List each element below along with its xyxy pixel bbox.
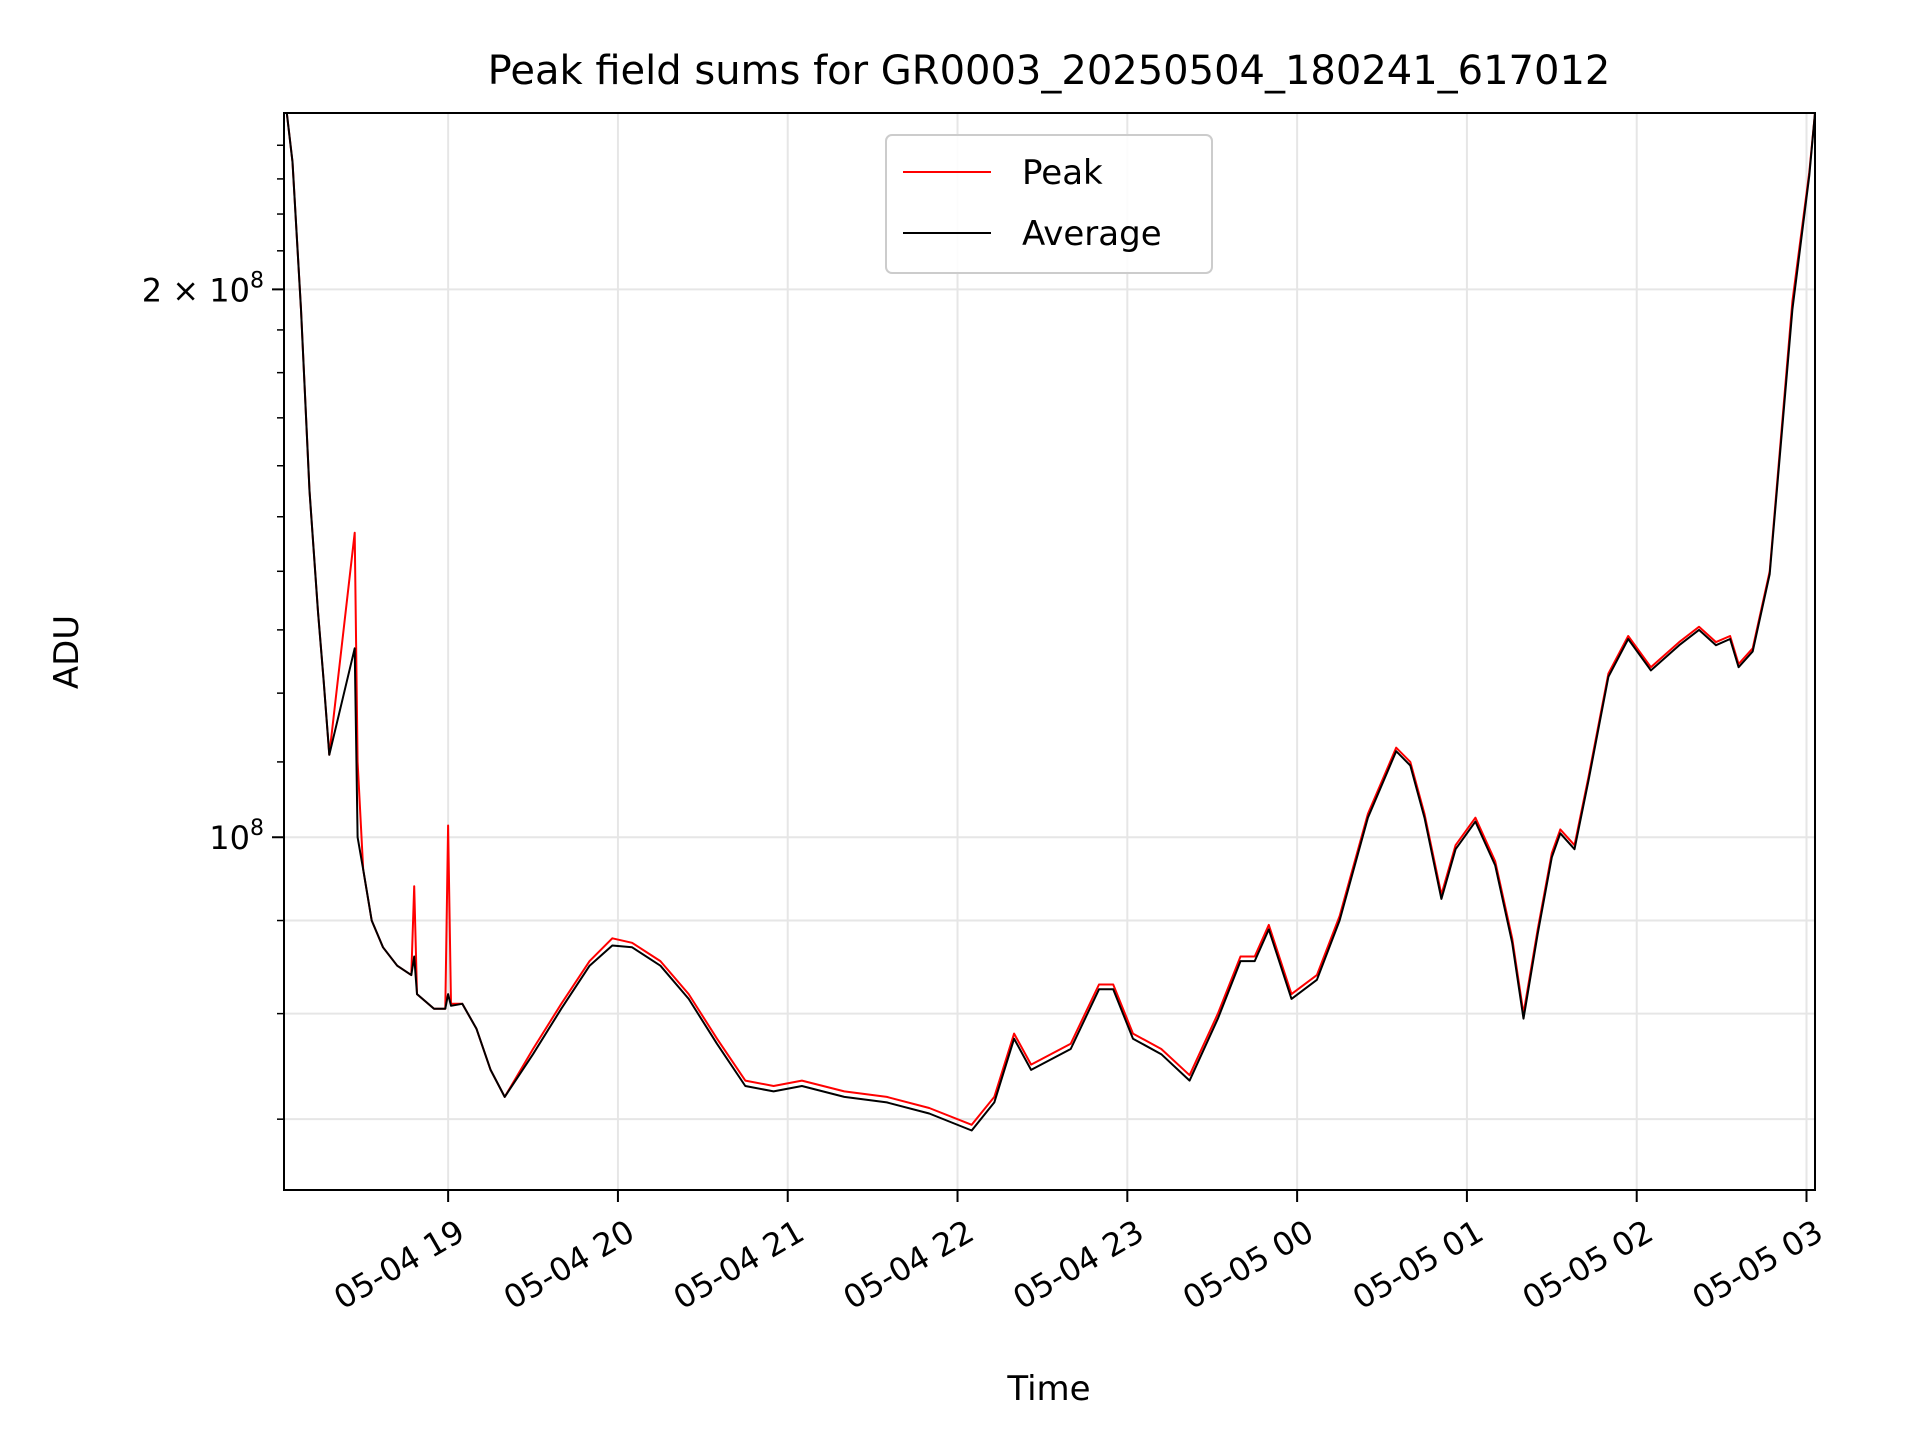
legend-peak-label: Peak bbox=[1022, 153, 1103, 193]
x-axis-label: Time bbox=[1006, 1369, 1090, 1409]
series-layer bbox=[285, 113, 1815, 1132]
series-line-average bbox=[285, 113, 1815, 1132]
y-axis: 108 2 × 108 bbox=[142, 144, 284, 1120]
y-axis-label: ADU bbox=[47, 615, 87, 689]
chart-title: Peak field sums for GR0003_20250504_1802… bbox=[488, 48, 1611, 94]
legend: Peak Average bbox=[885, 134, 1213, 274]
legend-box bbox=[885, 134, 1213, 274]
legend-average-label: Average bbox=[1022, 214, 1162, 254]
y-tick-label: 108 bbox=[209, 816, 264, 857]
y-tick-label: 2 × 108 bbox=[142, 268, 264, 309]
plot-frame bbox=[283, 112, 1816, 1191]
